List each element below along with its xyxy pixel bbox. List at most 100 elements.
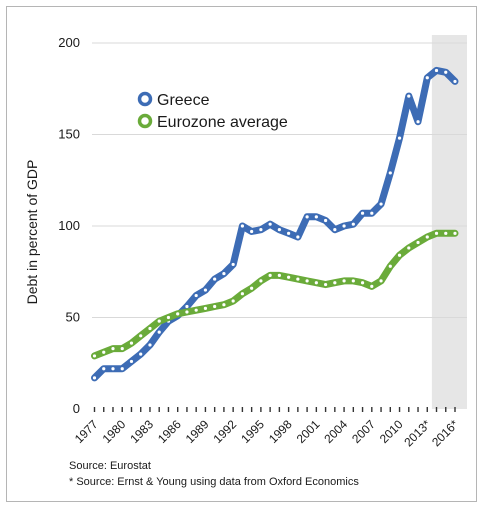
eurozone-data-point — [157, 319, 161, 323]
eurozone-data-point — [360, 281, 365, 285]
greece-series-line — [91, 66, 459, 382]
greece-data-point — [148, 343, 152, 347]
eurozone-data-point — [102, 350, 106, 354]
eurozone-data-point — [453, 231, 457, 235]
x-tick-label: 1980 — [100, 417, 129, 446]
greece-legend-marker — [137, 91, 153, 107]
eurozone-data-point — [277, 273, 281, 278]
eurozone-data-point — [370, 284, 374, 288]
eurozone-data-point — [407, 246, 411, 250]
eurozone-data-point — [416, 240, 420, 245]
eurozone-data-point — [203, 306, 208, 310]
greece-data-point — [453, 79, 457, 84]
x-tick-label: 1995 — [238, 417, 267, 446]
greece-data-point — [370, 211, 374, 215]
x-tick-label: 1986 — [155, 417, 184, 446]
greece-data-point — [111, 367, 115, 371]
x-tick-label: 2013* — [401, 417, 433, 449]
eurozone-data-point — [240, 292, 244, 296]
x-tick-label: 2007 — [349, 417, 378, 446]
x-tick-label: 2010 — [377, 417, 406, 446]
greece-data-point — [388, 171, 392, 175]
greece-data-point — [379, 202, 383, 206]
greece-data-point — [425, 76, 429, 80]
eurozone-data-point — [231, 299, 235, 303]
eurozone-data-point — [351, 279, 355, 283]
greece-data-point — [213, 277, 217, 281]
eurozone-data-point — [323, 282, 328, 287]
eurozone-data-point — [111, 347, 115, 351]
greece-data-point — [139, 352, 143, 356]
eurozone-data-point — [314, 281, 318, 285]
eurozone-data-point — [296, 277, 300, 281]
eurozone-data-point — [287, 275, 291, 279]
greece-data-point — [407, 94, 411, 98]
greece-data-point — [434, 68, 439, 73]
x-tick-label: 1992 — [210, 417, 239, 446]
greece-data-point — [194, 293, 198, 298]
y-tick-label: 100 — [58, 218, 80, 233]
greece-data-point — [240, 224, 244, 228]
greece-data-point — [360, 211, 365, 215]
eurozone-data-point — [268, 273, 272, 278]
greece-data-point — [397, 136, 402, 140]
eurozone-legend-marker — [137, 113, 153, 129]
greece-data-point — [305, 215, 309, 219]
greece-data-point — [102, 367, 106, 371]
greece-legend-label: Greece — [157, 92, 210, 109]
eurozone-data-point — [222, 303, 226, 307]
eurozone-data-point — [444, 231, 448, 235]
greece-data-point — [185, 304, 189, 309]
greece-data-point — [314, 215, 318, 219]
eurozone-data-point — [342, 279, 346, 283]
eurozone-data-point — [397, 253, 402, 257]
eurozone-data-point — [305, 279, 309, 283]
eurozone-data-point — [139, 334, 143, 338]
source-note-forecast: * Source: Ernst & Young using data from … — [69, 476, 359, 488]
eurozone-data-point — [148, 326, 152, 331]
greece-data-point — [333, 228, 337, 232]
greece-data-point — [120, 367, 124, 371]
y-tick-label: 200 — [58, 35, 80, 50]
greece-data-point — [203, 288, 208, 292]
debt-chart: 0 50 100 150 200 1977198019831986198919921995… — [24, 35, 467, 449]
greece-data-point — [157, 330, 161, 334]
eurozone-data-point — [425, 235, 429, 239]
greece-data-point — [416, 120, 420, 124]
y-tick-label: 0 — [73, 401, 80, 416]
source-note: Source: Eurostat — [69, 460, 151, 472]
eurozone-data-point — [166, 315, 171, 320]
y-tick-label: 50 — [66, 310, 80, 325]
eurozone-data-point — [120, 347, 124, 351]
eurozone-legend-label: Eurozone average — [157, 114, 288, 131]
greece-data-point — [231, 262, 235, 267]
eurozone-data-point — [194, 308, 198, 312]
eurozone-data-point — [259, 279, 263, 283]
greece-data-point — [250, 229, 254, 234]
greece-data-point — [129, 359, 134, 364]
chart-frame: 0 50 100 150 200 1977 1980 1983 1986 1989 1992 1995… — [6, 6, 477, 502]
greece-data-point — [222, 271, 226, 276]
x-tick-label: 1977 — [72, 417, 101, 446]
greece-data-point — [268, 222, 272, 226]
eurozone-series-line — [91, 229, 459, 360]
eurozone-data-point — [379, 279, 383, 283]
greece-data-point — [296, 235, 300, 239]
y-axis-label: Debt in percent of GDP — [24, 160, 40, 305]
greece-data-point — [351, 222, 355, 226]
greece-data-point — [323, 218, 328, 223]
x-tick-label: 1998 — [266, 417, 295, 446]
eurozone-data-point — [176, 312, 180, 316]
eurozone-data-point — [92, 354, 97, 358]
greece-data-point — [287, 231, 291, 235]
greece-data-point — [92, 376, 97, 380]
eurozone-data-point — [213, 304, 217, 309]
eurozone-data-point — [185, 310, 189, 314]
x-tick-label: 2016* — [429, 417, 461, 449]
x-tick-label: 1989 — [183, 417, 212, 446]
x-tick-label: 1983 — [127, 417, 156, 446]
forecast-shade — [431, 35, 467, 409]
eurozone-data-point — [250, 286, 254, 290]
eurozone-data-point — [333, 281, 337, 285]
greece-data-point — [342, 224, 346, 228]
